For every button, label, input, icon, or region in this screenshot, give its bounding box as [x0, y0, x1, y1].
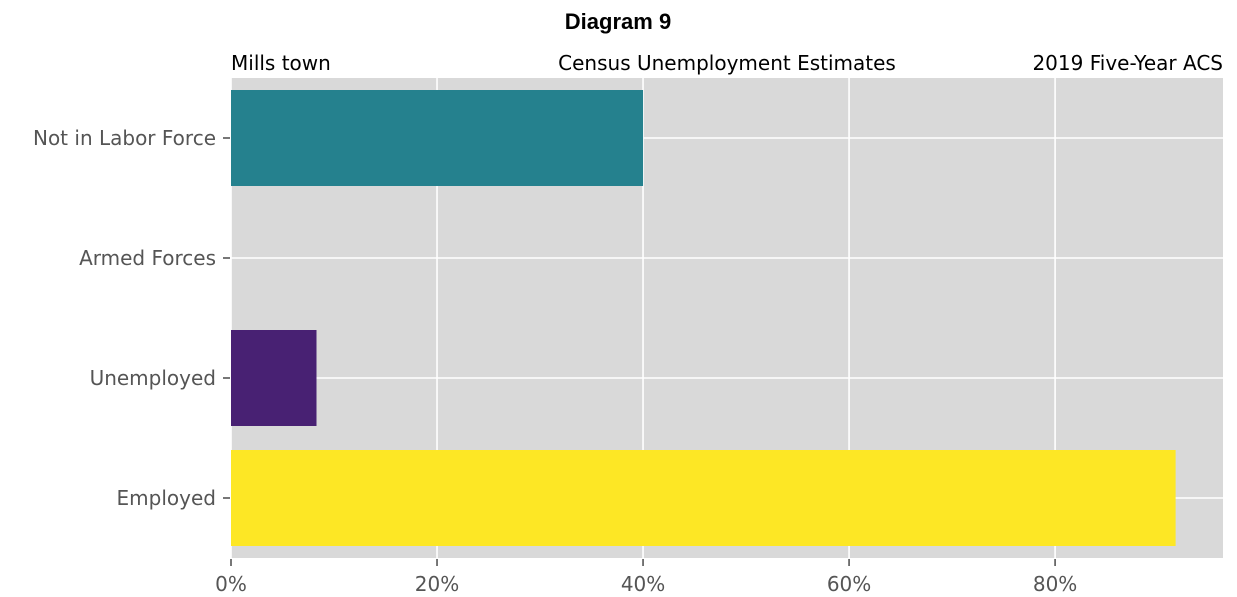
x-tick-label: 20%: [415, 572, 459, 596]
bars: [231, 90, 1176, 546]
x-axis: 0% 20% 40% 60% 80%: [215, 559, 1077, 596]
x-tick-label: 0%: [215, 572, 247, 596]
y-tick-label: Unemployed: [90, 366, 216, 390]
x-tick-label: 40%: [621, 572, 665, 596]
chart-subtitle-center: Census Unemployment Estimates: [558, 51, 896, 75]
bar-not-in-labor-force: [231, 90, 644, 186]
y-tick-label: Employed: [117, 486, 216, 510]
chart-title: Diagram 9: [565, 9, 671, 34]
chart-subtitle-right: 2019 Five-Year ACS: [1032, 51, 1223, 75]
bar-unemployed: [231, 330, 317, 426]
x-tick-label: 60%: [827, 572, 871, 596]
y-tick-label: Not in Labor Force: [33, 126, 216, 150]
y-tick-label: Armed Forces: [79, 246, 216, 270]
bar-employed: [231, 450, 1176, 546]
chart-subtitle-left: Mills town: [231, 51, 331, 75]
x-tick-label: 80%: [1033, 572, 1077, 596]
y-axis: Employed Unemployed Armed Forces Not in Lab…: [33, 126, 230, 510]
